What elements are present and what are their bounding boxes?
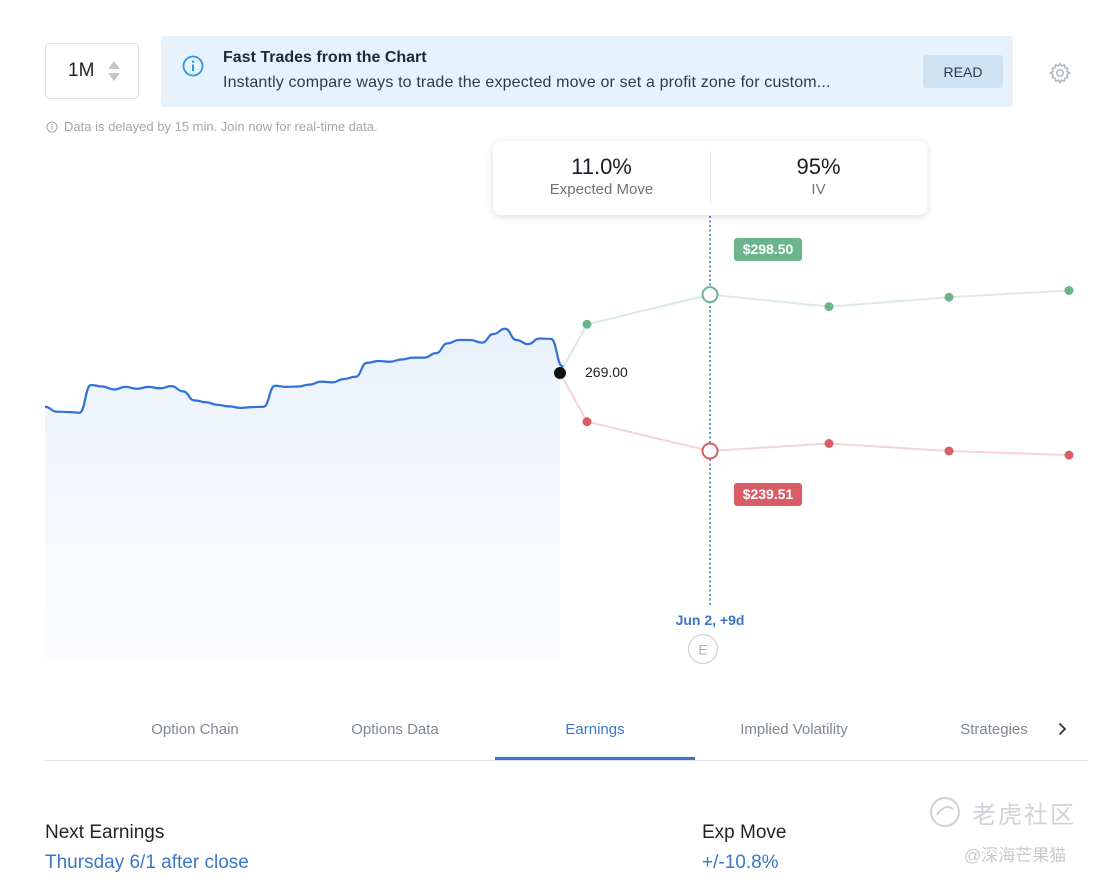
gear-icon[interactable] [1048,61,1072,85]
upper-projection-point [944,292,954,302]
expected-move-card: 11.0% Expected Move 95% IV [493,141,927,215]
delay-notice: Data is delayed by 15 min. Join now for … [46,119,378,134]
upper-target-tag: $298.50 [734,238,802,261]
read-button[interactable]: READ [923,55,1003,88]
expected-move-value: 11.0% [571,154,632,179]
tab-option-chain[interactable]: Option Chain [151,720,239,738]
info-banner: Fast Trades from the Chart Instantly com… [161,36,1013,107]
price-area-fill [45,328,563,660]
stepper-icon[interactable] [108,61,121,81]
earnings-marker[interactable]: E [687,633,719,665]
upper-projection-line [559,289,1070,374]
info-small-icon [46,121,58,132]
tab-options-data[interactable]: Options Data [351,720,439,738]
lower-projection-line [559,372,1070,457]
chevron-right-icon[interactable] [1051,716,1075,742]
period-selector[interactable]: 1M [45,43,139,99]
delay-text: Data is delayed by 15 min. Join now for … [64,119,378,134]
banner-description: Instantly compare ways to trade the expe… [223,74,831,91]
upper-projection-point [1064,286,1074,295]
chevron-up-icon[interactable] [108,61,121,69]
expected-move-stat: 11.0% Expected Move [493,141,710,215]
tab-implied-volatility[interactable]: Implied Volatility [740,720,848,738]
lower-projection-point [582,417,592,427]
info-icon [182,55,204,77]
lower-projection-point [824,439,834,448]
card-divider [710,151,711,203]
chevron-down-icon[interactable] [108,73,121,81]
iv-label: IV [811,181,826,198]
lower-target-label: $239.51 [743,486,794,502]
exp-move-label: Exp Move [702,822,787,843]
earnings-marker-label: E [698,642,707,658]
tab-strategies[interactable]: Strategies [960,720,1028,738]
price-chart[interactable]: 269.00 $298.50 $239.51 Jun 2, +9d E [0,0,1106,700]
expected-move-label: Expected Move [549,181,654,198]
iv-stat: 95% IV [710,141,927,215]
lower-projection-point [1064,450,1074,460]
iv-value: 95% [796,154,841,179]
upper-projection-point [824,302,834,312]
watermark-handle: @深海芒果猫 [964,846,1067,865]
next-earnings-label: Next Earnings [45,822,165,843]
lower-target-tag: $239.51 [734,483,802,506]
banner-title: Fast Trades from the Chart [223,49,427,66]
watermark-logo-icon [930,797,960,827]
next-earnings-value[interactable]: Thursday 6/1 after close [45,852,249,873]
upper-target-label: $298.50 [743,241,794,257]
upper-projection-point [582,319,592,329]
watermark-text: 老虎社区 [972,802,1076,829]
price-line [44,327,564,414]
current-price-label: 269.00 [585,364,628,380]
exp-move-value: +/-10.8% [702,852,779,873]
period-value: 1M [68,60,95,81]
tab-earnings[interactable]: Earnings [495,700,695,760]
earnings-date-label: Jun 2, +9d [676,612,745,628]
upper-target-point [701,286,719,304]
lower-target-point [701,442,719,460]
tab-bar: Option Chain Options Data Earnings Impli… [45,700,1088,761]
current-price-point [554,367,566,379]
lower-projection-point [944,446,954,456]
